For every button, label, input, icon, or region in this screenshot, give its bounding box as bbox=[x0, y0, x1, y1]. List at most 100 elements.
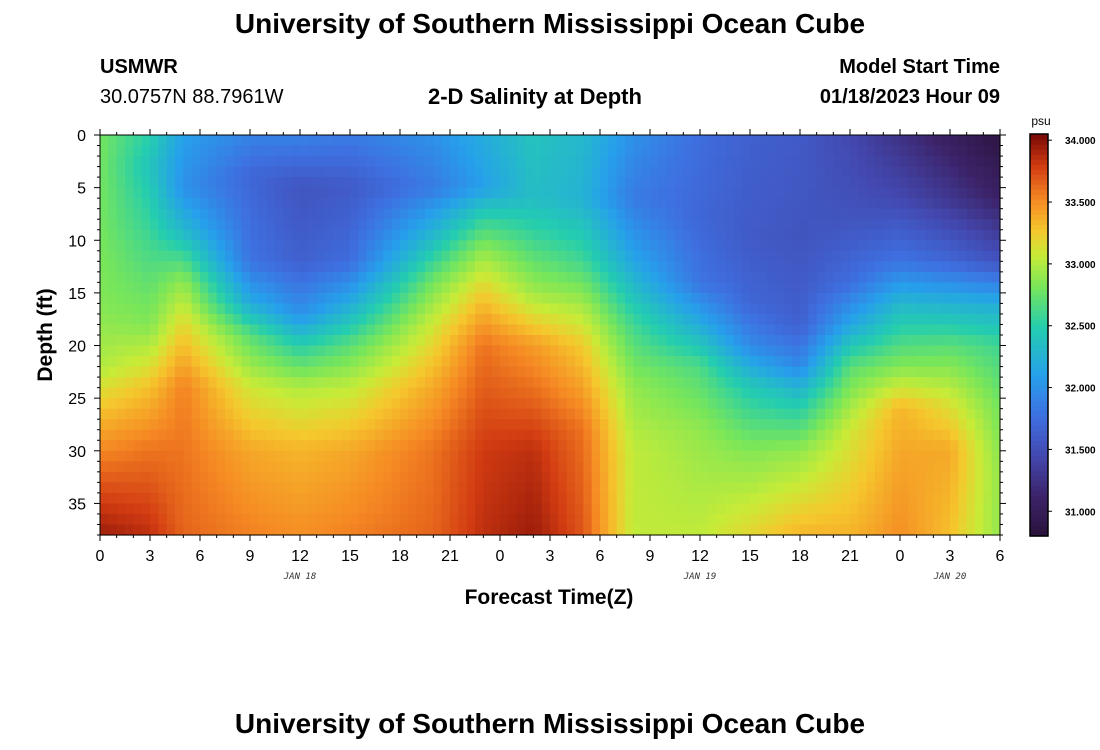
heatmap-cell bbox=[900, 166, 909, 178]
heatmap-cell bbox=[866, 503, 876, 515]
heatmap-cell bbox=[908, 177, 918, 189]
heatmap-cell bbox=[258, 387, 268, 399]
heatmap-cell bbox=[608, 240, 618, 252]
heatmap-cell bbox=[833, 450, 843, 462]
heatmap-cell bbox=[341, 313, 351, 326]
heatmap-cell bbox=[816, 398, 826, 410]
heatmap-cell bbox=[566, 282, 576, 294]
heatmap-cell bbox=[675, 135, 684, 147]
heatmap-cell bbox=[883, 187, 893, 199]
heatmap-cell bbox=[666, 345, 676, 357]
heatmap-cell bbox=[958, 324, 968, 336]
heatmap-cell bbox=[325, 482, 334, 494]
heatmap-cell bbox=[258, 156, 268, 168]
heatmap-cell bbox=[583, 461, 593, 473]
heatmap-cell bbox=[308, 135, 318, 147]
heatmap-cell bbox=[150, 377, 159, 389]
heatmap-cell bbox=[158, 366, 168, 378]
heatmap-cell bbox=[383, 513, 393, 526]
heatmap-cell bbox=[525, 492, 534, 505]
heatmap-cell bbox=[983, 345, 993, 357]
heatmap-cell bbox=[675, 187, 684, 199]
heatmap-cell bbox=[408, 271, 418, 283]
heatmap-cell bbox=[700, 271, 709, 283]
heatmap-cell bbox=[483, 345, 493, 357]
heatmap-cell bbox=[433, 387, 443, 399]
heatmap-cell bbox=[125, 398, 134, 410]
heatmap-cell bbox=[650, 356, 659, 368]
heatmap-cell bbox=[325, 461, 334, 473]
heatmap-cell bbox=[541, 313, 551, 326]
heatmap-cell bbox=[475, 398, 484, 410]
heatmap-cell bbox=[416, 324, 426, 336]
heatmap-cell bbox=[508, 503, 518, 515]
heatmap-cell bbox=[691, 177, 701, 189]
heatmap-cell bbox=[941, 250, 951, 262]
y-tick-label: 0 bbox=[77, 128, 86, 145]
heatmap-cell bbox=[891, 335, 901, 347]
colorbar-segment bbox=[1030, 139, 1048, 145]
heatmap-cell bbox=[791, 271, 801, 283]
heatmap-cell bbox=[891, 250, 901, 262]
heatmap-cell bbox=[508, 492, 518, 505]
heatmap-cell bbox=[975, 503, 984, 515]
heatmap-cell bbox=[575, 292, 584, 305]
heatmap-cell bbox=[958, 440, 968, 452]
heatmap-cell bbox=[666, 513, 676, 526]
heatmap-cell bbox=[625, 461, 634, 473]
heatmap-cell bbox=[450, 471, 459, 483]
heatmap-cell bbox=[241, 366, 251, 378]
heatmap-cell bbox=[908, 166, 918, 178]
heatmap-cell bbox=[716, 335, 726, 347]
heatmap-cell bbox=[691, 240, 701, 252]
heatmap-cell bbox=[441, 356, 451, 368]
heatmap-cell bbox=[683, 156, 693, 168]
heatmap-cell bbox=[775, 187, 784, 199]
heatmap-cell bbox=[825, 387, 834, 399]
heatmap-cell bbox=[433, 177, 443, 189]
heatmap-cell bbox=[758, 450, 768, 462]
heatmap-cell bbox=[366, 345, 376, 357]
heatmap-cell bbox=[650, 387, 659, 399]
heatmap-cell bbox=[608, 387, 618, 399]
heatmap-cell bbox=[550, 156, 559, 168]
heatmap-cell bbox=[533, 450, 543, 462]
heatmap-cell bbox=[141, 135, 151, 147]
heatmap-cell bbox=[991, 482, 1001, 494]
heatmap-cell bbox=[241, 229, 251, 241]
heatmap-cell bbox=[916, 145, 926, 157]
heatmap-cell bbox=[400, 356, 409, 368]
heatmap-cell bbox=[275, 282, 284, 294]
colorbar-segment bbox=[1030, 219, 1048, 226]
heatmap-cell bbox=[433, 503, 443, 515]
heatmap-cell bbox=[425, 135, 434, 147]
heatmap-cell bbox=[400, 440, 409, 452]
heatmap-cell bbox=[575, 198, 584, 210]
heatmap-cell bbox=[575, 387, 584, 399]
heatmap-cell bbox=[341, 187, 351, 199]
heatmap-cell bbox=[441, 303, 451, 315]
heatmap-cell bbox=[275, 387, 284, 399]
heatmap-cell bbox=[825, 377, 834, 389]
heatmap-cell bbox=[275, 229, 284, 241]
heatmap-cell bbox=[458, 503, 468, 515]
heatmap-cell bbox=[766, 450, 776, 462]
heatmap-cell bbox=[358, 313, 368, 326]
heatmap-cell bbox=[983, 450, 993, 462]
heatmap-cell bbox=[975, 303, 984, 315]
heatmap-cell bbox=[383, 440, 393, 452]
heatmap-cell bbox=[525, 387, 534, 399]
heatmap-cell bbox=[516, 261, 526, 273]
heatmap-cell bbox=[108, 271, 118, 283]
heatmap-cell bbox=[500, 524, 509, 536]
heatmap-cell bbox=[650, 271, 659, 283]
heatmap-cell bbox=[633, 292, 643, 305]
heatmap-cell bbox=[550, 524, 559, 536]
heatmap-cell bbox=[425, 398, 434, 410]
heatmap-cell bbox=[600, 387, 609, 399]
heatmap-cell bbox=[566, 271, 576, 283]
heatmap-cell bbox=[458, 135, 468, 147]
heatmap-cell bbox=[525, 440, 534, 452]
heatmap-cell bbox=[166, 471, 176, 483]
heatmap-cell bbox=[500, 313, 509, 326]
